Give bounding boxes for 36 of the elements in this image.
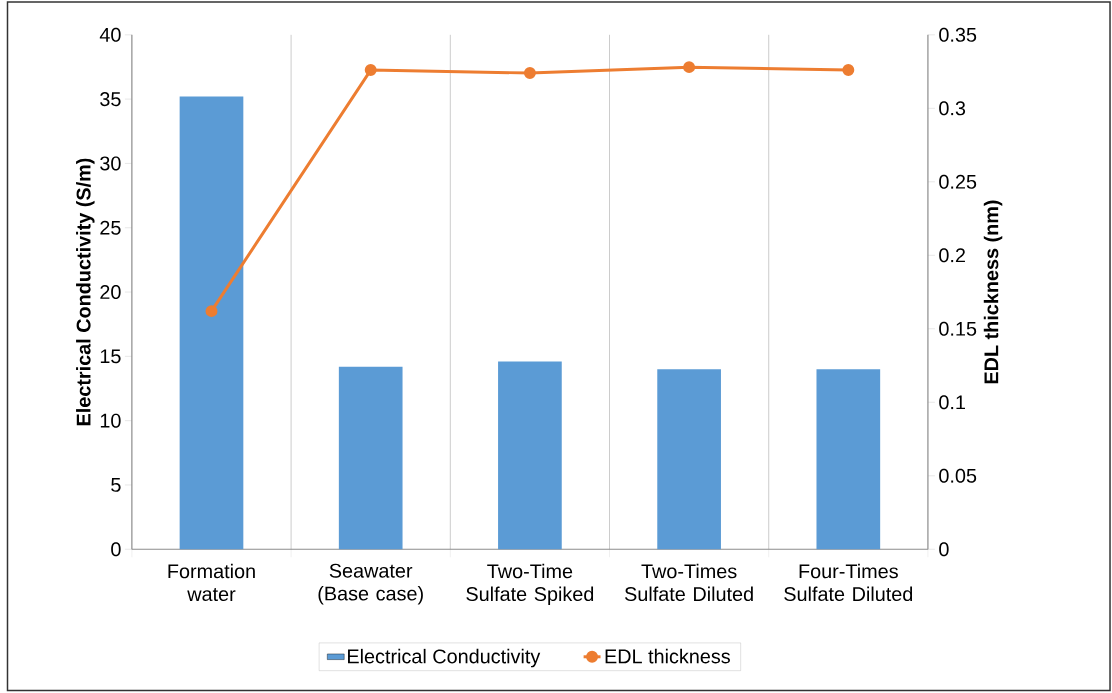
y2-tick-label: 0.3 — [939, 101, 966, 116]
y-tick-label: 0 — [111, 542, 121, 557]
y-tick-label: 20 — [100, 285, 121, 300]
y2-tick-label: 0.25 — [939, 175, 977, 190]
legend-label: EDL thickness — [605, 649, 730, 664]
point — [364, 64, 377, 77]
bar — [657, 369, 721, 550]
y2-tick-label: 0.35 — [939, 28, 977, 43]
y-tick-label: 5 — [111, 478, 121, 493]
y2-axis-title: EDL thickness (nm) — [983, 200, 1003, 384]
x-tick-label: Seawater (Base case) — [318, 563, 423, 605]
y-tick-label: 30 — [100, 156, 121, 171]
y-tick-label: 15 — [100, 349, 121, 364]
y-tick-label: 10 — [100, 413, 121, 428]
y-tick-label: 40 — [99, 28, 121, 43]
point — [842, 64, 855, 77]
x-tick-label: Two-Time Sulfate Spiked — [466, 563, 594, 606]
point — [205, 305, 218, 318]
y-tick-label: 35 — [100, 92, 121, 107]
y-axis-title: Electrical Conductivity (S/m) — [76, 158, 95, 426]
x-tick-label: Two-Times Sulfate Diluted — [624, 563, 753, 602]
bar — [338, 366, 403, 550]
y2-tick-label: 0.1 — [939, 395, 965, 410]
x-tick-label: Four-Times Sulfate Diluted — [784, 563, 913, 602]
y2-tick-label: 0 — [939, 542, 949, 557]
x-tick-label: Formation water — [168, 563, 255, 602]
bar — [498, 361, 562, 550]
point — [523, 67, 536, 80]
point — [683, 61, 696, 74]
y-tick-label: 25 — [100, 220, 121, 235]
y2-tick-label: 0.2 — [939, 248, 965, 263]
y2-tick-label: 0.05 — [939, 468, 977, 483]
legend-label: Electrical Conductivity — [348, 649, 541, 668]
bar — [816, 369, 881, 550]
y2-tick-label: 0.15 — [939, 321, 977, 337]
bar — [179, 96, 244, 550]
